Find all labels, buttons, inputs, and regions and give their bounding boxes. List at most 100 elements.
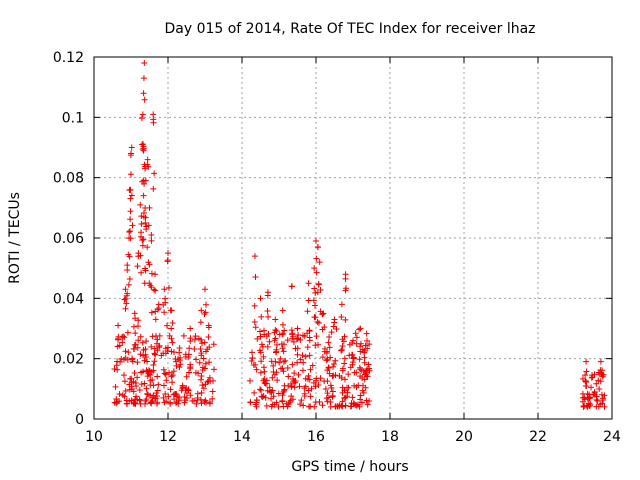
data-point	[136, 387, 143, 394]
data-point	[206, 400, 213, 407]
y-tick-label: 0.06	[53, 231, 84, 247]
data-point	[173, 400, 180, 407]
y-tick-label: 0	[75, 412, 84, 428]
data-point	[353, 369, 360, 376]
data-point	[338, 346, 345, 353]
data-point	[584, 395, 591, 402]
data-point	[311, 285, 318, 292]
data-point	[263, 377, 270, 384]
data-point	[597, 401, 604, 408]
axis-ticks: 10 12 14 16 18 20 22 24 0 0.02 0.04 0.06 0.08 0.1 0.12	[53, 50, 621, 445]
data-point	[284, 337, 291, 344]
data-point	[594, 397, 601, 404]
data-point	[357, 325, 364, 332]
data-point	[263, 402, 270, 409]
data-point	[196, 359, 203, 366]
data-point	[165, 284, 172, 291]
data-point	[121, 296, 128, 303]
data-point	[274, 341, 281, 348]
data-point	[139, 111, 146, 118]
data-point	[316, 259, 323, 266]
data-point	[119, 392, 126, 399]
data-point	[280, 348, 287, 355]
data-point	[330, 363, 337, 370]
data-point	[176, 345, 183, 352]
data-point	[583, 358, 590, 365]
data-point	[165, 393, 172, 400]
data-point	[257, 386, 264, 393]
data-point	[126, 386, 133, 393]
data-point	[599, 373, 606, 380]
data-point	[597, 358, 604, 365]
data-point	[258, 393, 265, 400]
data-point	[295, 331, 302, 338]
data-point	[134, 374, 141, 381]
data-point	[357, 396, 364, 403]
data-point	[205, 333, 212, 340]
data-point	[321, 345, 328, 352]
data-point	[129, 222, 136, 229]
data-point	[305, 297, 312, 304]
data-point	[197, 336, 204, 343]
data-point	[312, 342, 319, 349]
data-point	[365, 361, 372, 368]
data-point	[151, 170, 158, 177]
data-point	[194, 390, 201, 397]
data-point	[305, 403, 312, 410]
data-point	[180, 332, 187, 339]
data-point	[306, 352, 313, 359]
x-axis-label: GPS time / hours	[291, 459, 408, 475]
data-point	[142, 397, 149, 404]
data-point	[148, 343, 155, 350]
data-point	[272, 335, 279, 342]
data-point	[361, 349, 368, 356]
data-point	[142, 165, 149, 172]
data-point	[147, 377, 154, 384]
data-point	[154, 336, 161, 343]
y-tick-label: 0.1	[62, 110, 84, 126]
data-point	[152, 287, 159, 294]
data-point	[586, 402, 593, 409]
data-point	[301, 333, 308, 340]
data-point	[300, 359, 307, 366]
data-point	[202, 360, 209, 367]
data-point	[345, 371, 352, 378]
data-point	[206, 359, 213, 366]
data-point	[140, 192, 147, 199]
data-point	[126, 187, 133, 194]
data-point	[130, 400, 137, 407]
data-point	[124, 329, 131, 336]
data-point	[582, 372, 589, 379]
data-point	[269, 401, 276, 408]
data-point	[258, 358, 265, 365]
data-point	[326, 370, 333, 377]
data-point	[305, 387, 312, 394]
data-point	[342, 402, 349, 409]
data-point	[142, 400, 149, 407]
data-point	[120, 333, 127, 340]
data-point	[280, 403, 287, 410]
data-point	[305, 280, 312, 287]
data-point	[142, 219, 149, 226]
data-point	[144, 156, 151, 163]
data-point	[269, 374, 276, 381]
data-point	[126, 228, 133, 235]
data-point	[144, 358, 151, 365]
data-point	[144, 161, 151, 168]
data-point	[164, 258, 171, 265]
data-point	[146, 204, 153, 211]
data-point	[150, 111, 157, 118]
data-point	[202, 286, 208, 293]
data-point	[247, 377, 254, 384]
data-point	[147, 399, 154, 406]
data-point	[251, 253, 258, 260]
data-point	[118, 355, 125, 362]
data-point	[121, 393, 128, 400]
data-point	[169, 372, 176, 379]
data-point	[276, 359, 283, 366]
data-point	[306, 327, 313, 334]
data-point	[593, 380, 600, 387]
data-point	[356, 356, 363, 363]
data-point	[344, 389, 351, 396]
data-point	[249, 349, 256, 356]
